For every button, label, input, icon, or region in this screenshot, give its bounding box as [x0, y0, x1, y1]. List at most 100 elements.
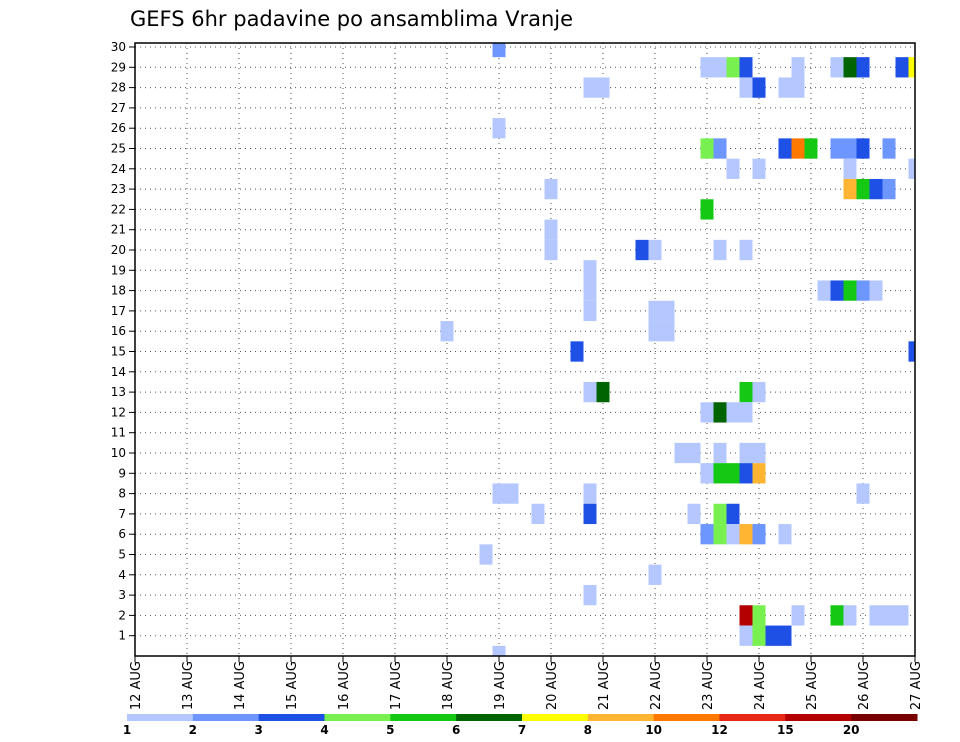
chart-title: GEFS 6hr padavine po ansamblima Vranje: [130, 7, 573, 31]
x-tick-label: 27 AUG: [909, 661, 924, 710]
heatmap-cell: [492, 43, 506, 58]
heatmap-cell: [752, 77, 766, 98]
colorbar-swatch: [324, 714, 391, 721]
heatmap-cell: [726, 402, 740, 423]
y-tick-label: 26: [111, 121, 126, 135]
heatmap-cells: [440, 43, 915, 656]
heatmap-cell: [700, 463, 714, 484]
x-tick-label: 16 AUG: [337, 661, 352, 710]
y-tick-label: 6: [118, 527, 126, 541]
heatmap-cell: [856, 57, 870, 78]
y-tick-label: 23: [111, 182, 126, 196]
heatmap-cell: [895, 57, 909, 78]
y-tick-label: 7: [118, 507, 126, 521]
heatmap-cell: [739, 625, 753, 646]
colorbar-label: 7: [518, 723, 526, 737]
heatmap-cell: [869, 280, 883, 301]
heatmap-cell: [635, 239, 649, 261]
heatmap-cell: [752, 381, 766, 403]
heatmap-cell: [882, 178, 896, 200]
x-tick-label: 22 AUG: [649, 661, 664, 710]
x-tick-label: 15 AUG: [285, 661, 300, 710]
heatmap-cell: [843, 178, 857, 200]
x-tick-label: 17 AUG: [389, 661, 404, 710]
heatmap-cell: [713, 463, 727, 484]
y-tick-label: 21: [111, 223, 126, 237]
heatmap-cell: [739, 77, 753, 98]
heatmap-cell: [661, 300, 675, 322]
heatmap-cell: [739, 381, 753, 403]
heatmap-cell: [778, 524, 792, 545]
heatmap-cell: [739, 524, 753, 545]
colorbar-swatch: [587, 714, 655, 721]
colorbar-label: 8: [584, 723, 592, 737]
heatmap-cell: [700, 524, 714, 545]
heatmap-cell: [687, 503, 701, 525]
heatmap-cell: [791, 57, 805, 78]
y-axis-ticks: 1234567891011121314151617181920212223242…: [111, 40, 135, 643]
heatmap-cell: [648, 321, 662, 342]
heatmap-cell: [765, 625, 779, 646]
colorbar-label: 5: [386, 723, 394, 737]
heatmap-cell: [583, 584, 597, 606]
y-tick-label: 24: [111, 162, 126, 176]
heatmap-cell: [739, 463, 753, 484]
colorbar-swatch: [522, 714, 589, 721]
y-tick-label: 18: [111, 284, 126, 298]
x-tick-label: 12 AUG: [129, 661, 144, 710]
x-tick-label: 24 AUG: [753, 661, 768, 710]
heatmap-cell: [544, 219, 558, 240]
colorbar-swatch: [719, 714, 786, 721]
heatmap-cell: [687, 442, 701, 464]
y-tick-label: 12: [111, 405, 126, 419]
y-tick-label: 20: [111, 243, 126, 257]
heatmap-cell: [778, 625, 792, 646]
heatmap-cell: [648, 564, 662, 585]
y-tick-label: 5: [118, 548, 126, 562]
heatmap-cell: [856, 280, 870, 301]
heatmap-cell: [778, 138, 792, 159]
heatmap-cell: [583, 280, 597, 301]
heatmap-cell: [869, 178, 883, 200]
heatmap-cell: [583, 381, 597, 403]
heatmap-cell: [726, 503, 740, 525]
x-axis-ticks: 12 AUG 13 AUG 14 AUG 15 AUG 16 AUG 17 AUG 18 A…: [129, 656, 924, 710]
heatmap-cell: [843, 605, 857, 626]
heatmap-cell: [479, 544, 493, 565]
heatmap-cell: [661, 321, 675, 342]
colorbar-label: 3: [254, 723, 262, 737]
y-tick-label: 30: [111, 40, 126, 54]
heatmap-cell: [596, 381, 610, 403]
heatmap-cell: [908, 57, 915, 78]
y-tick-label: 3: [118, 588, 126, 602]
y-tick-label: 4: [118, 568, 126, 582]
y-tick-label: 1: [118, 629, 126, 643]
heatmap-cell: [843, 57, 857, 78]
colorbar-swatch: [192, 714, 260, 721]
heatmap-cell: [726, 57, 740, 78]
x-tick-label: 18 AUG: [441, 661, 456, 710]
heatmap-cell: [583, 483, 597, 504]
colorbar-label: 1: [123, 723, 131, 737]
colorbar-label: 12: [711, 723, 728, 737]
heatmap-cell: [739, 57, 753, 78]
heatmap-cell: [856, 138, 870, 159]
colorbar: 1 2 3 4 5 6 7 8 10 12 15 20: [123, 714, 918, 737]
colorbar-label: 2: [189, 723, 197, 737]
heatmap-cell: [583, 503, 597, 525]
heatmap-cell: [505, 483, 519, 504]
heatmap-cell: [739, 442, 753, 464]
heatmap-cell: [791, 138, 805, 159]
heatmap-cell: [804, 138, 818, 159]
y-tick-label: 17: [111, 304, 126, 318]
heatmap-cell: [895, 605, 909, 626]
heatmap-cell: [570, 341, 584, 362]
heatmap-cell: [713, 503, 727, 525]
y-tick-label: 9: [118, 466, 126, 480]
heatmap-cell: [648, 300, 662, 322]
heatmap-cell: [700, 138, 714, 159]
heatmap-cell: [791, 77, 805, 98]
x-tick-label: 25 AUG: [805, 661, 820, 710]
heatmap-cell: [713, 57, 727, 78]
y-tick-label: 11: [111, 426, 126, 440]
